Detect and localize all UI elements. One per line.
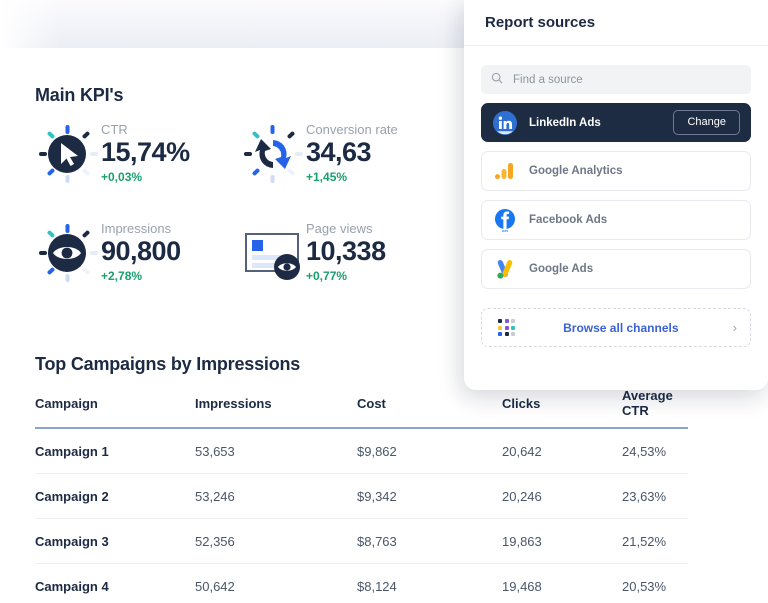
strip-fade [0, 0, 60, 48]
panel-title: Report sources [485, 13, 596, 31]
svg-text:ads: ads [502, 228, 508, 233]
cell-average-ctr: 24,53% [622, 428, 688, 474]
browse-all-channels-button[interactable]: Browse all channels › [481, 308, 751, 347]
kpi-delta: +0,77% [306, 269, 348, 284]
kpi-value: 10,338 [306, 236, 386, 266]
cell-impressions: 52,356 [195, 518, 357, 564]
cell-average-ctr: 23,63% [622, 473, 688, 519]
google-ads-icon [492, 256, 518, 282]
kpi-card-page-views: Page views 10,338 +0,77% [240, 217, 445, 289]
source-name: LinkedIn Ads [529, 116, 601, 129]
google-analytics-icon [492, 158, 518, 184]
cell-clicks: 20,642 [502, 428, 622, 474]
kpi-text: Conversion rate 34,63 +1,45% [306, 118, 398, 184]
cell-clicks: 19,863 [502, 518, 622, 564]
report-sources-panel: Report sources Find a source [464, 0, 768, 390]
search-placeholder: Find a source [513, 73, 583, 86]
campaigns-table: Campaign Impressions Cost Clicks Average… [35, 388, 688, 603]
cell-impressions: 50,642 [195, 563, 357, 603]
kpi-section-title: Main KPI's [35, 85, 124, 105]
linkedin-icon [492, 110, 518, 136]
refresh-circle-icon [240, 118, 306, 190]
cell-clicks: 19,468 [502, 563, 622, 603]
browse-all-channels-label: Browse all channels [563, 320, 679, 335]
table-row[interactable]: Campaign 3 52,356 $8,763 19,863 21,52% [35, 518, 688, 564]
chevron-right-icon: › [732, 320, 737, 335]
kpi-row: CTR 15,74% +0,03% [35, 118, 465, 190]
cell-impressions: 53,653 [195, 428, 357, 474]
kpi-delta: +1,45% [306, 170, 348, 185]
source-row-facebook-ads[interactable]: ads Facebook Ads [481, 200, 751, 240]
source-row-linkedin-ads[interactable]: LinkedIn Ads Change [481, 103, 751, 142]
kpi-row: Impressions 90,800 +2,78% [35, 217, 465, 289]
table-section-title: Top Campaigns by Impressions [35, 354, 301, 374]
kpi-delta: +2,78% [101, 269, 143, 284]
cell-impressions: 53,246 [195, 473, 357, 519]
kpi-text: Impressions 90,800 +2,78% [101, 217, 181, 283]
kpi-value: 90,800 [101, 236, 181, 266]
column-header-campaign[interactable]: Campaign [35, 395, 98, 411]
table-row[interactable]: Campaign 2 53,246 $9,342 20,246 23,63% [35, 473, 688, 519]
kpi-label: Conversion rate [306, 122, 398, 137]
kpi-card-impressions: Impressions 90,800 +2,78% [35, 217, 240, 289]
cell-cost: $8,124 [357, 563, 502, 603]
kpi-card-ctr: CTR 15,74% +0,03% [35, 118, 240, 190]
search-input[interactable]: Find a source [481, 65, 751, 94]
search-icon [491, 71, 503, 89]
eye-icon [35, 217, 101, 289]
cell-campaign: Campaign 1 [35, 428, 195, 474]
source-row-google-ads[interactable]: Google Ads [481, 249, 751, 289]
table-row[interactable]: Campaign 4 50,642 $8,124 19,468 20,53% [35, 563, 688, 603]
kpi-text: Page views 10,338 +0,77% [306, 217, 386, 283]
kpi-grid: CTR 15,74% +0,03% [35, 118, 465, 289]
cell-cost: $9,342 [357, 473, 502, 519]
column-header-clicks[interactable]: Clicks [502, 395, 541, 411]
apps-grid-icon [498, 319, 515, 336]
column-header-cost[interactable]: Cost [357, 395, 386, 411]
cell-average-ctr: 21,52% [622, 518, 688, 564]
cell-cost: $9,862 [357, 428, 502, 474]
column-header-average-ctr[interactable]: Average CTR [622, 388, 673, 418]
facebook-icon: ads [492, 207, 518, 233]
kpi-label: CTR [101, 122, 128, 137]
kpi-value: 34,63 [306, 137, 372, 167]
source-name: Facebook Ads [529, 214, 608, 226]
source-name: Google Ads [529, 263, 594, 275]
kpi-label: Page views [306, 221, 373, 236]
table-header-row: Campaign Impressions Cost Clicks Average… [35, 388, 688, 428]
kpi-card-conversion-rate: Conversion rate 34,63 +1,45% [240, 118, 445, 190]
table-row[interactable]: Campaign 1 53,653 $9,862 20,642 24,53% [35, 428, 688, 474]
page-view-icon [240, 217, 306, 289]
panel-header: Report sources [464, 0, 768, 46]
change-source-button[interactable]: Change [673, 110, 740, 135]
cursor-click-icon [35, 118, 101, 190]
cell-clicks: 20,246 [502, 473, 622, 519]
cell-cost: $8,763 [357, 518, 502, 564]
kpi-value: 15,74% [101, 137, 190, 167]
source-row-google-analytics[interactable]: Google Analytics [481, 151, 751, 191]
kpi-delta: +0,03% [101, 170, 143, 185]
source-name: Google Analytics [529, 165, 623, 177]
cell-campaign: Campaign 4 [35, 563, 195, 603]
cell-average-ctr: 20,53% [622, 563, 688, 603]
cell-campaign: Campaign 2 [35, 473, 195, 519]
kpi-label: Impressions [101, 221, 172, 236]
cell-campaign: Campaign 3 [35, 518, 195, 564]
panel-body: Find a source LinkedIn Ads Change [464, 46, 768, 347]
kpi-text: CTR 15,74% +0,03% [101, 118, 190, 184]
column-header-impressions[interactable]: Impressions [195, 395, 272, 411]
